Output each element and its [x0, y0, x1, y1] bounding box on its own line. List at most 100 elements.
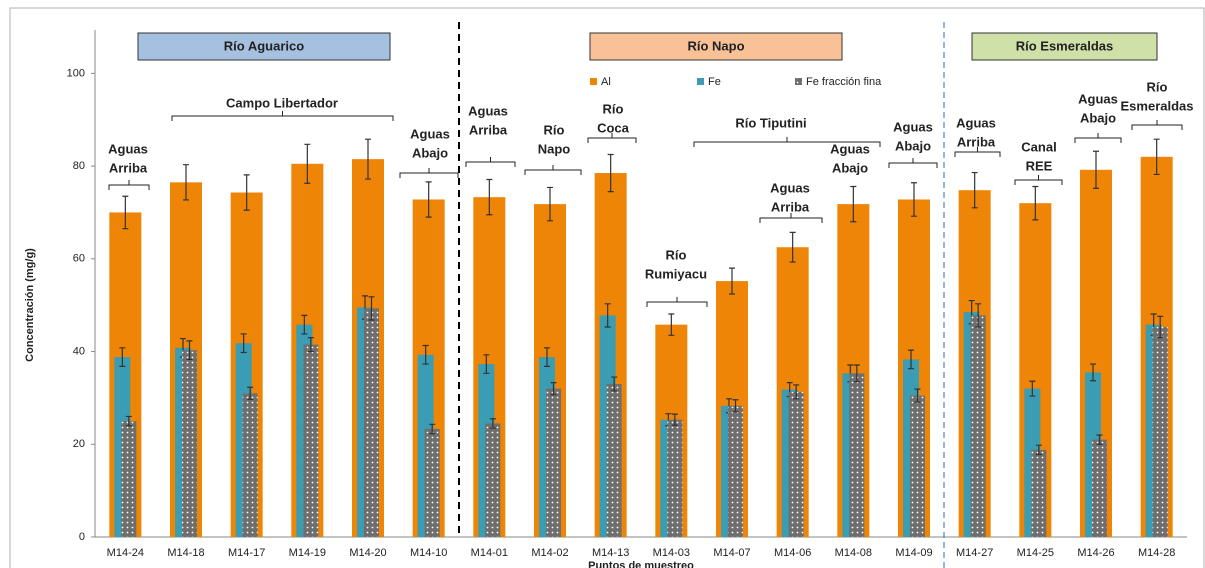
error-bar — [547, 186, 553, 222]
annotation: Napo — [538, 141, 571, 156]
bar — [424, 428, 440, 537]
annotation: Campo Libertador — [226, 95, 338, 110]
annotation: Aguas — [830, 141, 870, 156]
error-bar — [247, 386, 254, 400]
bracket — [399, 168, 459, 178]
bar — [485, 423, 501, 537]
region-box — [589, 32, 843, 61]
error-bar — [1032, 185, 1039, 221]
error-bar — [368, 296, 375, 321]
bracket — [524, 165, 582, 175]
bar — [303, 344, 319, 537]
error-bar — [304, 143, 311, 184]
bracket — [888, 158, 938, 168]
error-bar — [604, 303, 611, 328]
annotation: Río — [666, 247, 687, 262]
annotation: Abajo — [895, 138, 931, 153]
annotation: Esmeraldas — [1121, 98, 1194, 113]
bracket — [759, 213, 823, 223]
x-tick-label: M14-09 — [895, 547, 932, 559]
bracket — [587, 133, 637, 143]
annotation: Coca — [597, 120, 630, 135]
annotation: Río — [603, 101, 624, 116]
bar — [182, 350, 197, 537]
annotation: Aguas — [770, 180, 810, 195]
x-tick-label: M14-19 — [289, 547, 326, 559]
annotation: Arriba — [957, 134, 996, 149]
annotation: Río Tiputini — [735, 115, 806, 130]
error-bar — [729, 267, 735, 295]
error-bar — [307, 337, 314, 353]
error-bar — [1090, 363, 1096, 382]
bar — [606, 384, 622, 537]
x-tick-label: M14-18 — [167, 547, 204, 559]
x-tick-label: M14-28 — [1138, 547, 1175, 559]
error-bar — [429, 423, 436, 435]
y-tick-label: 0 — [79, 531, 85, 543]
error-bar — [975, 303, 982, 328]
bracket — [646, 297, 708, 307]
error-bar — [240, 333, 247, 354]
error-bar — [1035, 444, 1042, 456]
x-tick-label: M14-01 — [471, 547, 508, 559]
bar — [849, 373, 865, 537]
annotation: Arriba — [109, 160, 148, 175]
bar — [910, 395, 925, 537]
annotation: Aguas — [893, 119, 933, 134]
bracket — [465, 157, 516, 167]
error-bar — [550, 382, 557, 396]
legend-label: Al — [601, 76, 611, 88]
annotation: Aguas — [108, 141, 148, 156]
error-bar — [1157, 315, 1164, 339]
bar — [788, 391, 804, 537]
annotation: Rumiyacu — [645, 266, 707, 281]
legend-swatch — [795, 78, 802, 85]
error-bar — [793, 384, 800, 400]
x-axis-title: Puntos de muestreo — [588, 560, 694, 568]
annotation: Río — [544, 122, 565, 137]
error-bar — [183, 164, 189, 201]
error-bar — [971, 171, 978, 209]
annotation: Aguas — [956, 115, 996, 130]
region-label: Río Napo — [687, 38, 744, 53]
x-tick-label: M14-03 — [653, 547, 690, 559]
error-bar — [186, 340, 193, 361]
x-tick-label: M14-25 — [1017, 547, 1054, 559]
error-bar — [911, 182, 917, 217]
bar — [121, 421, 137, 537]
annotation: Aguas — [468, 103, 508, 118]
bar — [242, 393, 258, 537]
annotation: Río — [1147, 79, 1168, 94]
bar — [364, 308, 379, 537]
bar — [667, 419, 683, 537]
y-tick-label: 40 — [73, 345, 85, 357]
error-bar — [1153, 138, 1160, 176]
bracket — [171, 111, 394, 121]
error-bar — [850, 185, 857, 223]
error-bar — [1096, 434, 1103, 445]
x-tick-label: M14-06 — [774, 547, 811, 559]
error-bar — [365, 138, 371, 180]
error-bar — [243, 174, 250, 211]
annotation: Abajo — [1080, 110, 1116, 125]
y-tick-label: 20 — [73, 438, 85, 450]
legend-swatch — [590, 78, 597, 85]
x-tick-label: M14-08 — [835, 547, 872, 559]
x-tick-label: M14-02 — [531, 547, 568, 559]
error-bar — [122, 195, 129, 230]
frame — [9, 7, 1205, 568]
error-bar — [483, 354, 490, 374]
x-tick-label: M14-17 — [228, 547, 265, 559]
error-bar — [607, 153, 614, 193]
bracket — [1131, 120, 1183, 130]
annotation: REE — [1026, 158, 1053, 173]
legend-label: Fe fracción fina — [806, 76, 882, 88]
bar — [970, 315, 986, 537]
y-axis-title: Concentración (mg/g) — [24, 248, 36, 362]
bar — [1031, 449, 1047, 537]
error-bar — [611, 376, 618, 392]
annotation: Arriba — [469, 122, 508, 137]
error-bar — [486, 178, 493, 216]
error-bar — [422, 344, 429, 365]
